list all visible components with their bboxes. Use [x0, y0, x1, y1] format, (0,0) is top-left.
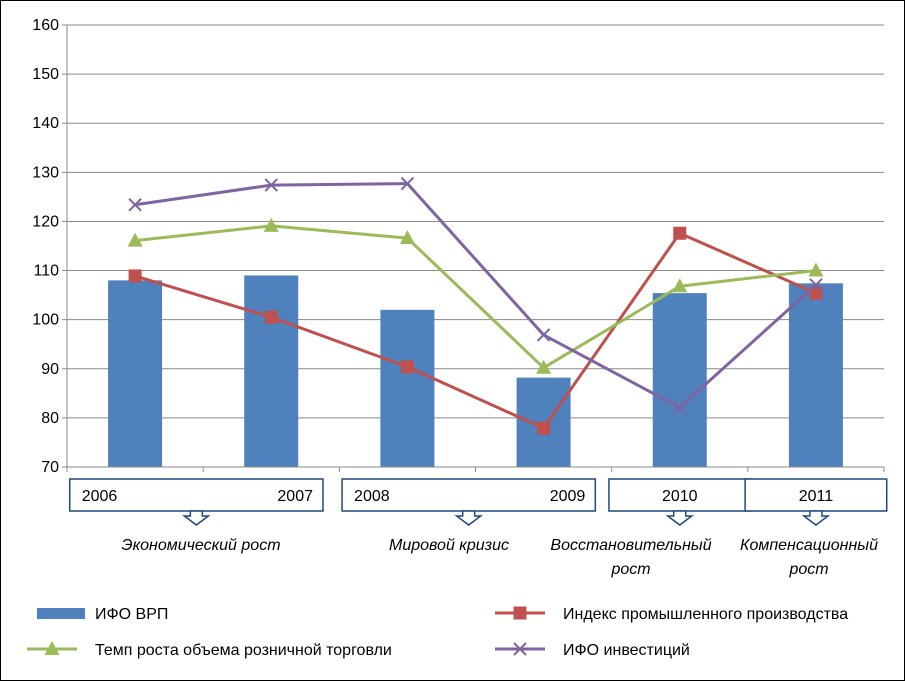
legend: ИФО ВРП Индекс промышленного производства… [27, 606, 848, 659]
chevron-down-icon [182, 510, 211, 526]
bar-2006 [108, 280, 163, 467]
x-tick-label-2006: 2006 [82, 488, 118, 505]
line-path-1 [134, 231, 817, 430]
legend-label-1: ИФО ВРП [95, 606, 168, 623]
period-caption-2-line-1: Мировой кризис [389, 537, 509, 554]
y-tick-label-130: 130 [32, 164, 59, 181]
x-tick-label-2011: 2011 [799, 488, 834, 505]
line-series [127, 176, 824, 435]
legend-marker-cross-stroke-b [513, 642, 527, 656]
y-tick-label-90: 90 [41, 361, 59, 378]
line-series-1 [128, 226, 823, 435]
x-tick-label-2010: 2010 [662, 488, 698, 505]
marker-square-2009 [537, 421, 551, 435]
legend-item-1: ИФО ВРП [37, 606, 168, 623]
marker-triangle-2007 [263, 217, 279, 232]
marker-cross-2006-stroke-b [128, 198, 142, 212]
marker-square-2010 [673, 226, 687, 240]
gridlines [67, 24, 884, 419]
marker-cross-2007-stroke-b [264, 178, 278, 192]
y-tick-label-110: 110 [33, 263, 59, 280]
marker-triangle-2009 [536, 359, 552, 374]
marker-triangle-2006 [127, 232, 143, 247]
period-group-1: 2006 2007 Экономический рост [68, 478, 324, 554]
line-path-3 [134, 182, 817, 410]
x-tick-label-2007: 2007 [277, 488, 313, 505]
line-series-2 [127, 217, 824, 374]
x-tick-label-2009: 2009 [550, 488, 586, 505]
marker-square-2008 [400, 360, 414, 374]
bar-series-ifo-vrp [108, 275, 843, 467]
marker-cross-2009-stroke-b [536, 328, 551, 342]
legend-item-3: Темп роста объема розничной торговли [27, 641, 392, 659]
line-path-2 [134, 224, 817, 370]
y-tick-label-160: 160 [32, 17, 59, 34]
y-axis-tick-labels: 70 80 90 100 110 120 130 140 150 160 [32, 17, 59, 476]
bar-2010 [652, 293, 707, 467]
period-group-4: 2011 Компенсационный рост [740, 478, 888, 578]
line-series-3 [128, 176, 823, 415]
x-tick-label-2008: 2008 [354, 488, 390, 505]
marker-square-2006 [128, 269, 142, 283]
axes [62, 24, 885, 472]
y-tick-label-100: 100 [32, 312, 59, 329]
marker-cross-2010-stroke-b [673, 400, 687, 415]
period-group-3: 2010 Восстановительный рост [550, 478, 752, 578]
legend-marker-triangle [44, 641, 60, 655]
period-caption-4-line-1: Компенсационный [740, 537, 878, 554]
period-box-4 [744, 478, 888, 512]
legend-item-4: ИФО инвестиций [495, 642, 690, 659]
marker-triangle-2008 [399, 230, 415, 245]
marker-cross-2011 [809, 278, 823, 292]
period-group-2: 2008 2009 Мировой кризис [341, 478, 597, 554]
legend-label-3: Темп роста объема розничной торговли [95, 642, 392, 659]
legend-marker-cross [513, 642, 527, 656]
marker-cross-2008-stroke-b [400, 176, 415, 191]
legend-label-2: Индекс промышленного производства [563, 606, 848, 623]
legend-label-4: ИФО инвестиций [563, 642, 690, 659]
chevron-down-icon [665, 510, 694, 526]
legend-swatch-bar [37, 608, 85, 619]
y-tick-label-120: 120 [32, 213, 59, 230]
chevron-down-icon [801, 510, 831, 526]
y-tick-label-80: 80 [41, 410, 59, 427]
bar-2007 [244, 275, 299, 467]
period-caption-3-line-2: рост [610, 561, 650, 578]
legend-marker-square [513, 606, 527, 620]
marker-square-2007 [264, 310, 278, 324]
period-caption-4-line-2: рост [788, 561, 828, 578]
bar-2011 [788, 283, 843, 467]
legend-item-2: Индекс промышленного производства [495, 606, 848, 623]
marker-triangle-2011 [808, 262, 824, 277]
bar-2008 [380, 309, 435, 467]
period-groups: 2006 2007 Экономический рост 2008 2009 Мирово… [68, 478, 888, 578]
marker-cross-2011-stroke-b [809, 278, 823, 292]
marker-cross-2007 [264, 178, 278, 192]
y-tick-label-140: 140 [32, 115, 59, 132]
y-tick-label-150: 150 [32, 66, 59, 83]
chevron-down-icon [454, 510, 483, 526]
marker-triangle-2010 [672, 278, 688, 293]
marker-cross-2010 [673, 400, 687, 415]
period-caption-3-line-1: Восстановительный [550, 537, 711, 554]
marker-cross-2009 [536, 328, 551, 342]
marker-cross-2006 [128, 198, 142, 212]
marker-cross-2008 [400, 176, 415, 191]
y-tick-label-70: 70 [41, 459, 59, 476]
marker-square-2011 [809, 286, 823, 300]
period-caption-1-line-1: Экономический рост [121, 537, 280, 554]
